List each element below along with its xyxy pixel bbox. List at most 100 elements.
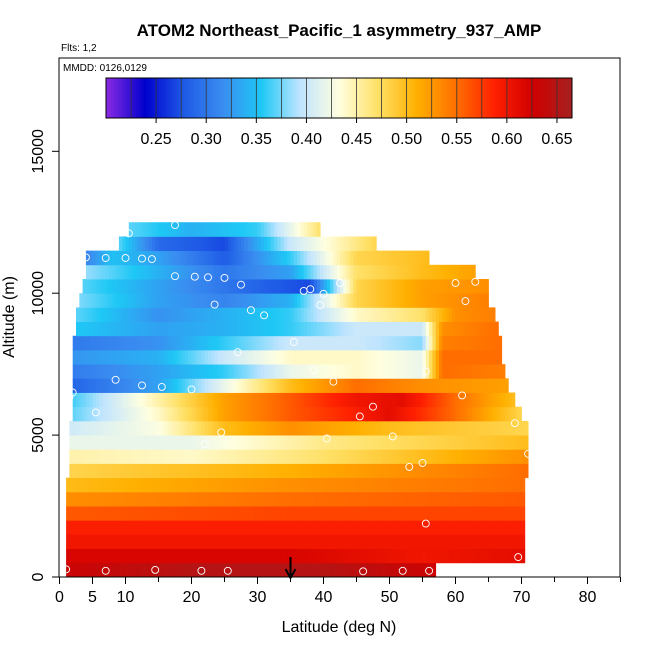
heat-cell xyxy=(472,378,476,393)
heat-cell xyxy=(346,335,351,351)
heat-cell xyxy=(109,406,113,422)
heat-cell xyxy=(389,349,394,365)
heat-cell xyxy=(105,264,110,280)
heat-cell xyxy=(250,477,255,493)
heat-cell xyxy=(495,321,499,337)
heat-cell xyxy=(422,307,427,322)
heat-cell xyxy=(442,378,446,393)
heat-cell xyxy=(280,349,285,365)
heat-cell xyxy=(409,463,413,479)
heat-cell xyxy=(274,222,278,237)
altitude-band xyxy=(69,420,529,436)
heat-cell xyxy=(148,520,153,535)
colorbar-swatch xyxy=(426,78,430,118)
heat-cell xyxy=(326,534,331,550)
heat-cell xyxy=(69,534,74,550)
heat-cell xyxy=(415,279,420,294)
heat-cell xyxy=(448,349,453,365)
heat-cell xyxy=(313,293,318,308)
heat-cell xyxy=(264,321,268,337)
heat-cell xyxy=(118,562,123,578)
heat-cell xyxy=(379,534,384,550)
heat-cell xyxy=(300,520,305,535)
heat-cell xyxy=(132,534,136,550)
heat-cell xyxy=(333,463,338,479)
heat-cell xyxy=(356,420,361,436)
heat-cell xyxy=(439,392,443,408)
heat-cell xyxy=(128,335,133,351)
chart-title: ATOM2 Northeast_Pacific_1 asymmetry_937_… xyxy=(137,21,542,40)
heat-cell xyxy=(148,264,153,280)
heat-cell xyxy=(323,463,328,479)
heat-cell xyxy=(359,378,364,393)
heat-cell xyxy=(300,321,305,337)
heat-cell xyxy=(382,548,387,564)
heat-cell xyxy=(155,506,159,521)
heat-cell xyxy=(142,335,146,351)
heat-cell xyxy=(155,548,159,564)
heat-cell xyxy=(452,264,456,280)
heat-cell xyxy=(422,449,427,464)
heat-cell xyxy=(485,520,489,535)
heat-cell xyxy=(267,349,272,365)
heat-cell xyxy=(181,264,186,280)
heat-cell xyxy=(320,463,324,479)
heat-cell xyxy=(102,264,107,280)
heat-cell xyxy=(363,307,367,322)
heat-cell xyxy=(412,293,417,308)
colorbar-swatch xyxy=(333,78,337,118)
heat-cell xyxy=(135,293,140,308)
heat-cell xyxy=(95,463,100,479)
altitude-band xyxy=(72,406,522,422)
heat-cell xyxy=(389,264,394,280)
heat-cell xyxy=(92,378,97,393)
heat-cell xyxy=(462,420,466,436)
heat-cell xyxy=(191,392,196,408)
heat-cell xyxy=(89,491,93,507)
heat-cell xyxy=(458,279,463,294)
heat-cell xyxy=(488,506,493,521)
heat-cell xyxy=(429,279,433,294)
heat-cell xyxy=(485,321,489,337)
heat-cell xyxy=(178,449,182,464)
heat-cell xyxy=(79,506,83,521)
heat-cell xyxy=(412,264,417,280)
heat-cell xyxy=(274,279,278,294)
heat-cell xyxy=(505,406,509,422)
heat-cell xyxy=(485,506,489,521)
heat-cell xyxy=(455,520,460,535)
sample-point xyxy=(151,565,160,574)
heat-cell xyxy=(419,250,423,266)
colorbar-tick-label: 0.50 xyxy=(391,131,422,148)
heat-cell xyxy=(102,364,107,379)
heat-cell xyxy=(283,222,288,237)
heat-cell xyxy=(320,534,324,550)
heat-cell xyxy=(412,562,417,578)
heat-cell xyxy=(151,435,156,450)
colorbar-swatch xyxy=(303,78,307,118)
heat-cell xyxy=(336,264,341,280)
heat-cell xyxy=(171,463,176,479)
heat-cell xyxy=(389,477,394,493)
heat-cell xyxy=(488,392,493,408)
heat-cell xyxy=(481,463,486,479)
heat-cell xyxy=(495,491,499,507)
heat-cell xyxy=(191,236,196,252)
heat-cell xyxy=(267,321,272,337)
heat-cell xyxy=(402,477,407,493)
heat-cell xyxy=(138,264,143,280)
heat-cell xyxy=(165,264,169,280)
heat-cell xyxy=(214,406,219,422)
heat-cell xyxy=(323,477,328,493)
heat-cell xyxy=(135,520,140,535)
heat-cell xyxy=(363,548,367,564)
heat-cell xyxy=(191,293,196,308)
heat-cell xyxy=(158,449,163,464)
heat-cell xyxy=(356,293,361,308)
heat-cell xyxy=(178,392,182,408)
heat-cell xyxy=(132,477,136,493)
heat-cell xyxy=(85,406,90,422)
heat-cell xyxy=(105,435,110,450)
heat-cell xyxy=(244,534,248,550)
heat-cell xyxy=(211,406,215,422)
